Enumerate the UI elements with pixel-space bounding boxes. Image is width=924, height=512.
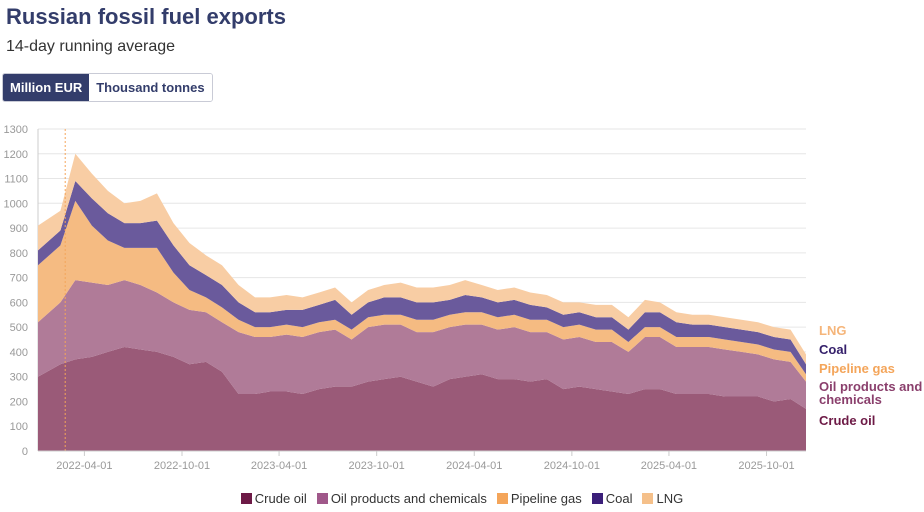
y-tick-label: 500 (10, 322, 28, 334)
y-tick-label: 300 (10, 372, 28, 384)
legend-item[interactable]: LNG (642, 491, 683, 506)
y-tick-label: 400 (10, 347, 28, 359)
legend-swatch (642, 493, 654, 504)
x-tick-label: 2022-04-01 (56, 460, 112, 472)
end-label: Coal (819, 342, 848, 357)
end-label: Pipeline gas (819, 361, 895, 376)
page-subtitle: 14-day running average (6, 38, 176, 55)
legend: Crude oil Oil products and chemicals Pipel… (0, 491, 924, 506)
end-label: Crude oil (819, 413, 876, 428)
page-title: Russian fossil fuel exports (6, 4, 286, 29)
end-label: LNG (819, 323, 847, 338)
legend-label: Pipeline gas (510, 491, 582, 506)
x-tick-label: 2024-04-01 (446, 460, 502, 472)
y-tick-label: 1100 (4, 174, 28, 186)
area-coal (38, 181, 806, 375)
x-tick-label: 2022-10-01 (154, 460, 210, 472)
legend-swatch (316, 493, 328, 504)
end-label: Oil products and chemicals (819, 379, 923, 407)
legend-label: Oil products and chemicals (330, 491, 487, 506)
unit-toggle: Million EUR Thousand tonnes (2, 73, 213, 102)
y-tick-label: 700 (10, 273, 28, 285)
legend-swatch (591, 493, 603, 504)
toggle-million-eur[interactable]: Million EUR (3, 74, 90, 101)
area-pipeline-gas (38, 200, 806, 382)
y-tick-label: 800 (10, 248, 28, 260)
y-tick-label: 900 (10, 223, 28, 235)
y-tick-label: 1000 (4, 198, 28, 210)
legend-swatch (496, 493, 508, 504)
y-tick-label: 0 (22, 446, 28, 458)
toggle-thousand-tonnes[interactable]: Thousand tonnes (89, 74, 212, 101)
area-lng (38, 153, 806, 365)
x-tick-label: 2024-10-01 (544, 460, 600, 472)
legend-label: Crude oil (254, 491, 307, 506)
x-tick-label: 2025-10-01 (738, 460, 794, 472)
x-tick-label: 2023-04-01 (251, 460, 307, 472)
area-crude-oil (38, 346, 806, 451)
x-tick-label: 2025-04-01 (641, 460, 697, 472)
y-tick-label: 100 (10, 421, 28, 433)
y-tick-label: 1200 (4, 149, 28, 161)
area-oil-products-and-chemicals (38, 280, 806, 409)
y-tick-label: 1300 (4, 124, 28, 136)
legend-item[interactable]: Crude oil (240, 491, 307, 506)
y-tick-label: 600 (10, 297, 28, 309)
x-tick-label: 2023-10-01 (349, 460, 405, 472)
legend-item[interactable]: Pipeline gas (496, 491, 582, 506)
legend-item[interactable]: Coal (591, 491, 633, 506)
legend-label: Coal (605, 491, 633, 506)
legend-swatch (240, 493, 252, 504)
y-tick-label: 200 (10, 396, 28, 408)
legend-label: LNG (656, 491, 684, 506)
legend-item[interactable]: Oil products and chemicals (316, 491, 487, 506)
